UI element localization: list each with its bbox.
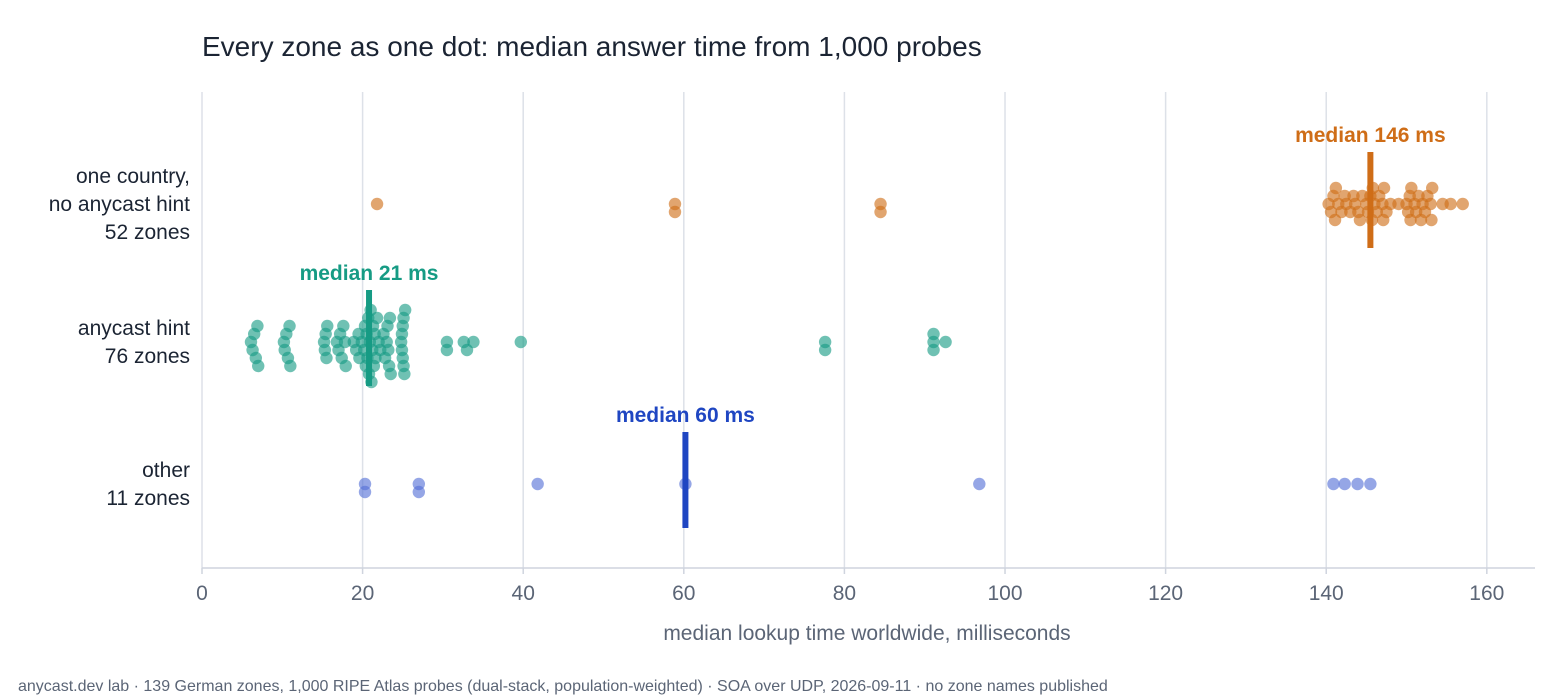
grid-lines — [201, 92, 1488, 568]
median-label: median 146 ms — [1295, 124, 1446, 147]
zone-dot — [818, 343, 832, 357]
median-bar — [682, 432, 689, 528]
x-tick-label: 160 — [1469, 582, 1504, 605]
zone-dot — [874, 205, 887, 219]
zone-dot — [321, 319, 334, 333]
zone-dot — [467, 335, 480, 349]
zone-dot — [284, 359, 297, 373]
zone-dot — [398, 367, 411, 381]
median-label: median 60 ms — [616, 404, 755, 427]
zone-dot — [939, 335, 952, 349]
zone-dot — [1456, 197, 1469, 211]
median-markers: median 146 ms median 21 ms median 60 ms — [300, 124, 1446, 528]
x-tick-label: 20 — [351, 582, 374, 605]
zone-dot — [338, 335, 352, 349]
x-tick-label: 40 — [512, 582, 535, 605]
zone-dot — [398, 303, 412, 317]
zone-dot — [514, 335, 527, 349]
zone-dot — [1426, 181, 1439, 195]
x-tick-label: 100 — [987, 582, 1022, 605]
row-labels: one country, no anycast hint 52 zones anyca… — [49, 165, 190, 510]
row-label-line: 76 zones — [105, 345, 190, 368]
zone-dot — [370, 311, 384, 325]
x-axis-title: median lookup time worldwide, millisecon… — [663, 622, 1070, 645]
x-tick-label: 80 — [833, 582, 856, 605]
zone-dot — [337, 319, 350, 333]
zone-dot — [668, 205, 682, 219]
row-label-line: 52 zones — [105, 221, 190, 244]
footnote: anycast.dev lab · 139 German zones, 1,00… — [18, 678, 1108, 695]
zone-dot — [1329, 181, 1343, 195]
x-tick-label: 140 — [1309, 582, 1344, 605]
zone-dot — [383, 311, 397, 325]
median-bar — [366, 290, 373, 386]
row-label-line: no anycast hint — [49, 193, 190, 216]
x-tick-label: 60 — [672, 582, 695, 605]
row-label-line: anycast hint — [78, 317, 190, 340]
zone-dot — [1364, 477, 1377, 491]
zone-dot — [370, 197, 384, 211]
zone-dot — [320, 351, 333, 365]
zone-dot — [1327, 477, 1340, 491]
zone-dot — [339, 359, 352, 373]
row-label-line: other — [142, 459, 190, 482]
zone-dot — [1338, 477, 1351, 491]
zone-dot — [1425, 213, 1438, 227]
zone-dot — [1353, 213, 1367, 227]
row-label-line: 11 zones — [106, 487, 190, 510]
zone-dot — [1351, 477, 1364, 491]
median-label: median 21 ms — [300, 262, 439, 285]
zone-dot — [384, 367, 397, 381]
zone-dot — [251, 319, 264, 333]
zone-dot — [973, 477, 986, 491]
zone-dot — [412, 485, 426, 499]
median-bar — [1367, 152, 1374, 248]
zone-dot — [358, 485, 372, 499]
zone-dot — [927, 327, 940, 341]
zone-dot — [283, 319, 296, 333]
zone-dot — [1444, 197, 1457, 211]
x-tick-label: 0 — [196, 582, 208, 605]
data-points — [244, 181, 1469, 499]
zone-dot — [440, 343, 454, 357]
zone-dot — [1424, 197, 1437, 211]
zone-dot — [252, 359, 265, 373]
chart-title: Every zone as one dot: median answer tim… — [202, 31, 982, 62]
x-tick-label: 120 — [1148, 582, 1183, 605]
zone-dot — [1405, 181, 1418, 195]
zone-dot — [927, 343, 940, 357]
row-label-line: one country, — [76, 165, 190, 188]
x-axis-ticks: 0 20 40 60 80 100 120 140 160 — [196, 568, 1504, 605]
zone-dot — [382, 343, 395, 357]
zone-dot — [1377, 181, 1391, 195]
zone-dot — [531, 477, 544, 491]
